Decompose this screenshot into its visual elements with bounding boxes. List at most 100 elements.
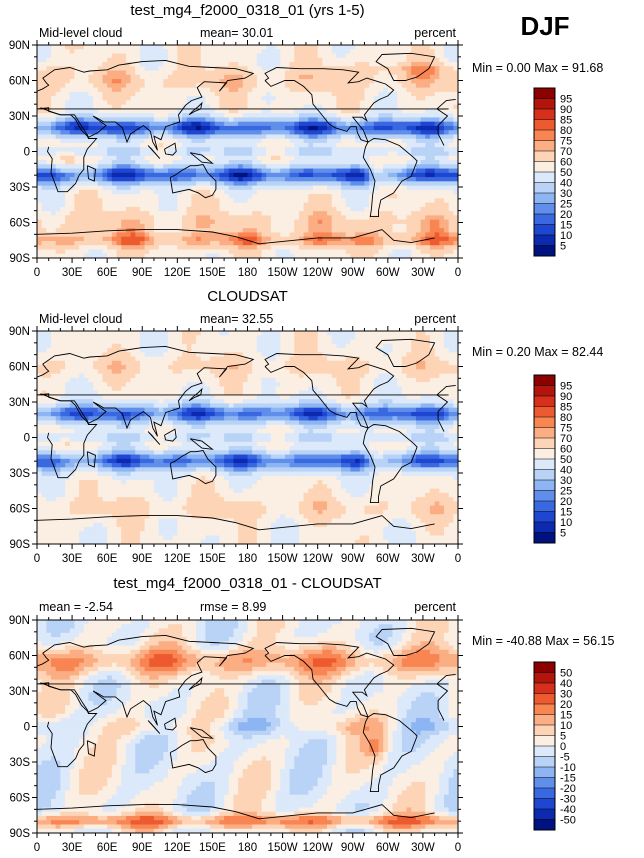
field-cell bbox=[55, 155, 61, 161]
field-cell bbox=[312, 249, 319, 255]
field-cell bbox=[167, 83, 174, 89]
field-cell bbox=[383, 202, 389, 208]
field-cell bbox=[369, 185, 375, 191]
field-cell bbox=[350, 57, 356, 63]
field-cell bbox=[298, 249, 305, 255]
field-cell bbox=[266, 219, 272, 225]
field-cell bbox=[411, 53, 417, 59]
field-cell bbox=[144, 113, 150, 119]
field-cell bbox=[401, 91, 408, 97]
field-cell bbox=[228, 87, 235, 93]
field-cell bbox=[51, 151, 57, 157]
field-cell bbox=[275, 177, 281, 182]
field-cell bbox=[252, 70, 258, 76]
field-cell bbox=[41, 113, 47, 119]
field-cell bbox=[434, 206, 440, 212]
field-cell bbox=[88, 194, 94, 199]
field-cell bbox=[378, 138, 384, 144]
field-cell bbox=[261, 185, 267, 191]
field-cell bbox=[116, 121, 122, 127]
season-label: DJF bbox=[520, 11, 569, 41]
field-cell bbox=[83, 53, 90, 59]
colorbar-swatch bbox=[534, 182, 555, 194]
field-cell bbox=[102, 331, 108, 336]
field-cell bbox=[65, 198, 71, 204]
field-cell bbox=[387, 198, 394, 204]
field-cell bbox=[415, 232, 422, 238]
field-cell bbox=[397, 240, 403, 246]
field-cell bbox=[434, 57, 440, 63]
field-cell bbox=[252, 79, 258, 84]
field-cell bbox=[182, 236, 188, 242]
field-cell bbox=[214, 117, 221, 123]
field-cell bbox=[443, 172, 450, 178]
field-cell bbox=[247, 185, 253, 191]
field-cell bbox=[439, 57, 445, 63]
field-cell bbox=[83, 177, 90, 182]
field-cell bbox=[406, 223, 412, 229]
field-cell bbox=[163, 108, 169, 114]
field-cell bbox=[233, 249, 239, 255]
field-cell bbox=[83, 185, 90, 191]
field-cell bbox=[79, 53, 85, 59]
field-cell bbox=[163, 83, 169, 89]
field-cell bbox=[308, 104, 314, 110]
field-cell bbox=[275, 125, 281, 131]
field-cell bbox=[280, 87, 286, 93]
field-cell bbox=[205, 100, 211, 106]
field-cell bbox=[97, 202, 104, 208]
field-cell bbox=[153, 172, 160, 178]
field-cell bbox=[429, 113, 436, 119]
field-cell bbox=[270, 155, 277, 161]
field-cell bbox=[51, 202, 57, 208]
field-cell bbox=[60, 253, 66, 258]
field-cell bbox=[252, 211, 258, 216]
field-cell bbox=[303, 211, 309, 216]
field-cell bbox=[153, 147, 160, 153]
field-cell bbox=[182, 185, 188, 191]
field-cell bbox=[355, 228, 361, 234]
field-cell bbox=[228, 189, 235, 195]
field-cell bbox=[153, 198, 160, 204]
field-cell bbox=[439, 87, 445, 93]
field-cell bbox=[121, 206, 127, 212]
field-cell bbox=[308, 142, 314, 148]
field-cell bbox=[289, 108, 295, 114]
field-cell bbox=[378, 172, 384, 178]
field-cell bbox=[275, 206, 281, 212]
field-cell bbox=[261, 206, 267, 212]
field-cell bbox=[37, 70, 43, 76]
field-cell bbox=[158, 194, 164, 199]
field-cell bbox=[378, 240, 384, 246]
field-cell bbox=[219, 151, 225, 157]
field-cell bbox=[139, 70, 146, 76]
field-cell bbox=[439, 164, 445, 170]
field-cell bbox=[387, 240, 394, 246]
field-cell bbox=[97, 236, 104, 242]
field-cell bbox=[214, 100, 221, 106]
field-cell bbox=[139, 228, 146, 234]
field-cell bbox=[242, 335, 249, 341]
panel-1: test_mg4_f2000_0318_01 (yrs 1-5)Mid-leve… bbox=[9, 2, 603, 279]
field-cell bbox=[55, 219, 61, 225]
field-cell bbox=[214, 160, 221, 165]
field-cell bbox=[88, 96, 94, 101]
field-cell bbox=[392, 96, 398, 101]
field-cell bbox=[130, 168, 136, 174]
field-cell bbox=[345, 232, 352, 238]
field-cell bbox=[317, 130, 323, 136]
field-cell bbox=[359, 83, 366, 89]
field-cell bbox=[429, 219, 436, 225]
field-cell bbox=[172, 57, 178, 63]
field-cell bbox=[186, 74, 192, 80]
field-cell bbox=[37, 57, 43, 63]
field-cell bbox=[116, 211, 122, 216]
field-cell bbox=[336, 62, 342, 67]
field-cell bbox=[308, 215, 314, 221]
field-cell bbox=[182, 57, 188, 63]
field-cell bbox=[107, 232, 113, 238]
field-cell bbox=[420, 331, 426, 336]
field-cell bbox=[121, 168, 127, 174]
field-cell bbox=[163, 45, 169, 50]
field-cell bbox=[83, 117, 90, 123]
